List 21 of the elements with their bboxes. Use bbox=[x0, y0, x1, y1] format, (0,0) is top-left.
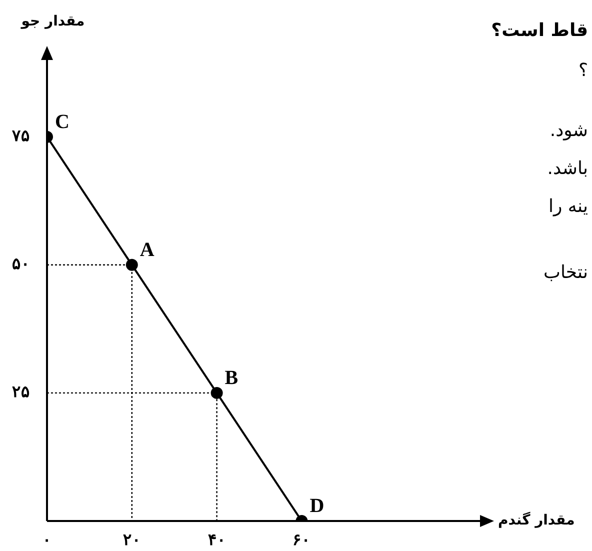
annotation: D bbox=[310, 495, 324, 518]
point bbox=[210, 386, 223, 399]
text: ؟ bbox=[578, 60, 588, 81]
text: نتخاب bbox=[544, 262, 588, 283]
text: قاط است؟ bbox=[491, 20, 588, 41]
x-tick-label: ۲۰ bbox=[122, 532, 141, 550]
y-axis-title: مقدار جو bbox=[20, 14, 85, 30]
y-tick-label: ۲۵ bbox=[12, 384, 30, 402]
point bbox=[126, 258, 138, 271]
x-tick-label: ۶۰ bbox=[292, 532, 311, 550]
y-tick-label: ۵۰ bbox=[12, 256, 30, 274]
x-axis-title: مقدار گندم bbox=[498, 512, 575, 529]
text: شود. bbox=[550, 120, 588, 141]
x-tick-label: ۰ bbox=[42, 532, 52, 550]
text: ینه را bbox=[548, 196, 588, 217]
annotation: A bbox=[140, 239, 155, 262]
x-tick-label: ۴۰ bbox=[208, 532, 226, 550]
text: باشد. bbox=[547, 158, 588, 179]
y-tick-label: ۷۵ bbox=[11, 128, 30, 145]
annotation: C bbox=[55, 111, 70, 134]
annotation: B bbox=[224, 367, 238, 390]
